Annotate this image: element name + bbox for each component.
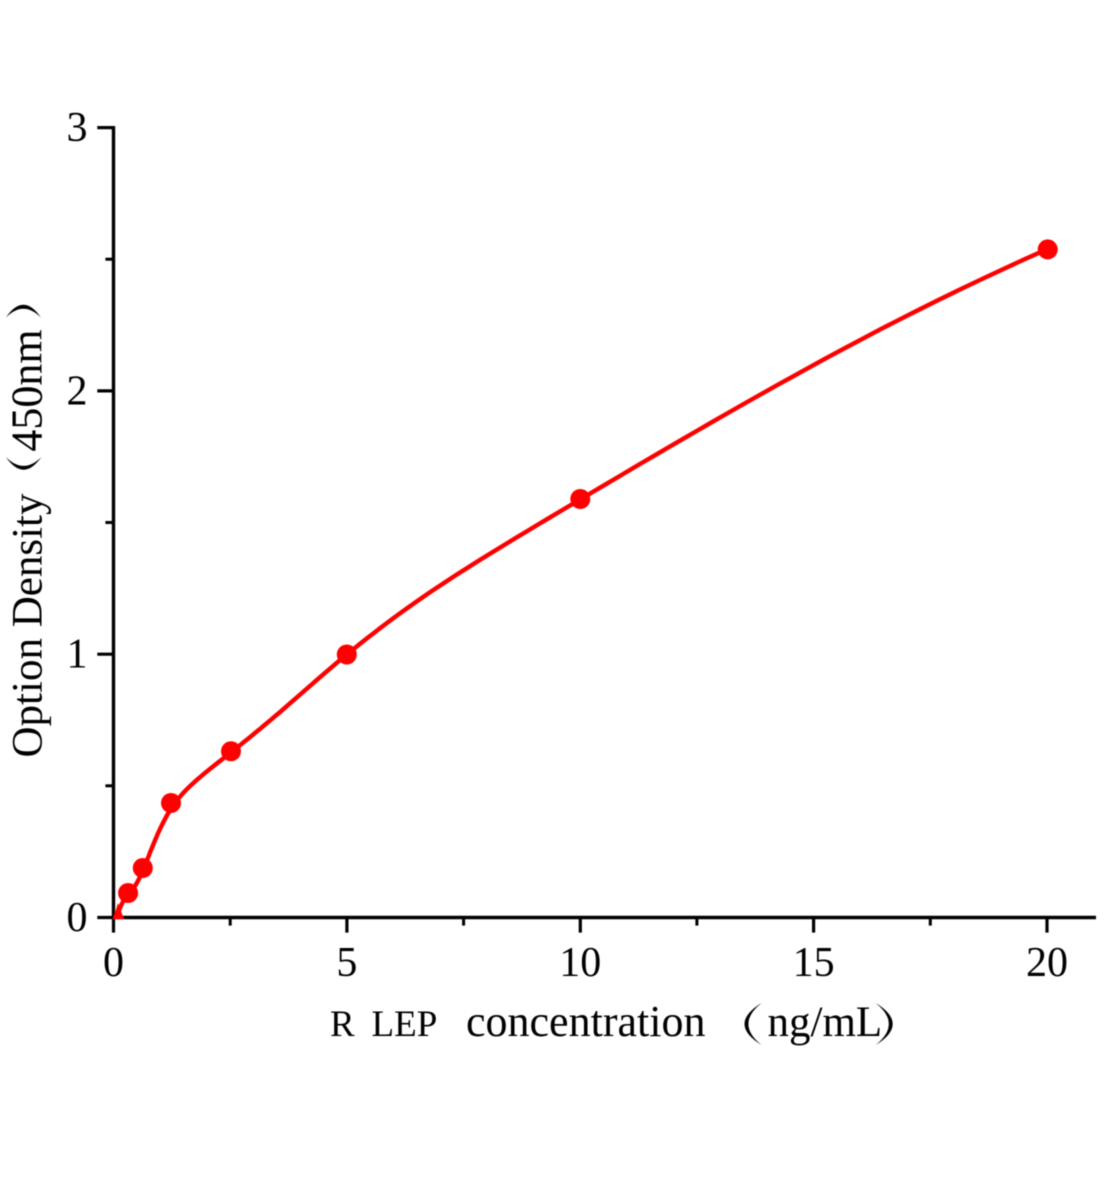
svg-text:0: 0 — [103, 940, 124, 986]
svg-text:3: 3 — [67, 105, 88, 151]
svg-text:LEP: LEP — [372, 1004, 438, 1045]
svg-text:20: 20 — [1026, 940, 1068, 986]
svg-text:1: 1 — [67, 632, 88, 678]
svg-text:Option Density: Option Density — [4, 493, 51, 757]
svg-text:15: 15 — [793, 940, 835, 986]
svg-text:2: 2 — [67, 368, 88, 414]
svg-text:450nm: 450nm — [2, 329, 51, 451]
svg-text:R: R — [330, 1004, 355, 1045]
svg-text:0: 0 — [67, 895, 88, 941]
svg-text:10: 10 — [559, 940, 601, 986]
svg-text:5: 5 — [336, 940, 357, 986]
svg-text:concentration: concentration — [466, 997, 705, 1046]
svg-text:ng/mL: ng/mL — [768, 999, 883, 1046]
